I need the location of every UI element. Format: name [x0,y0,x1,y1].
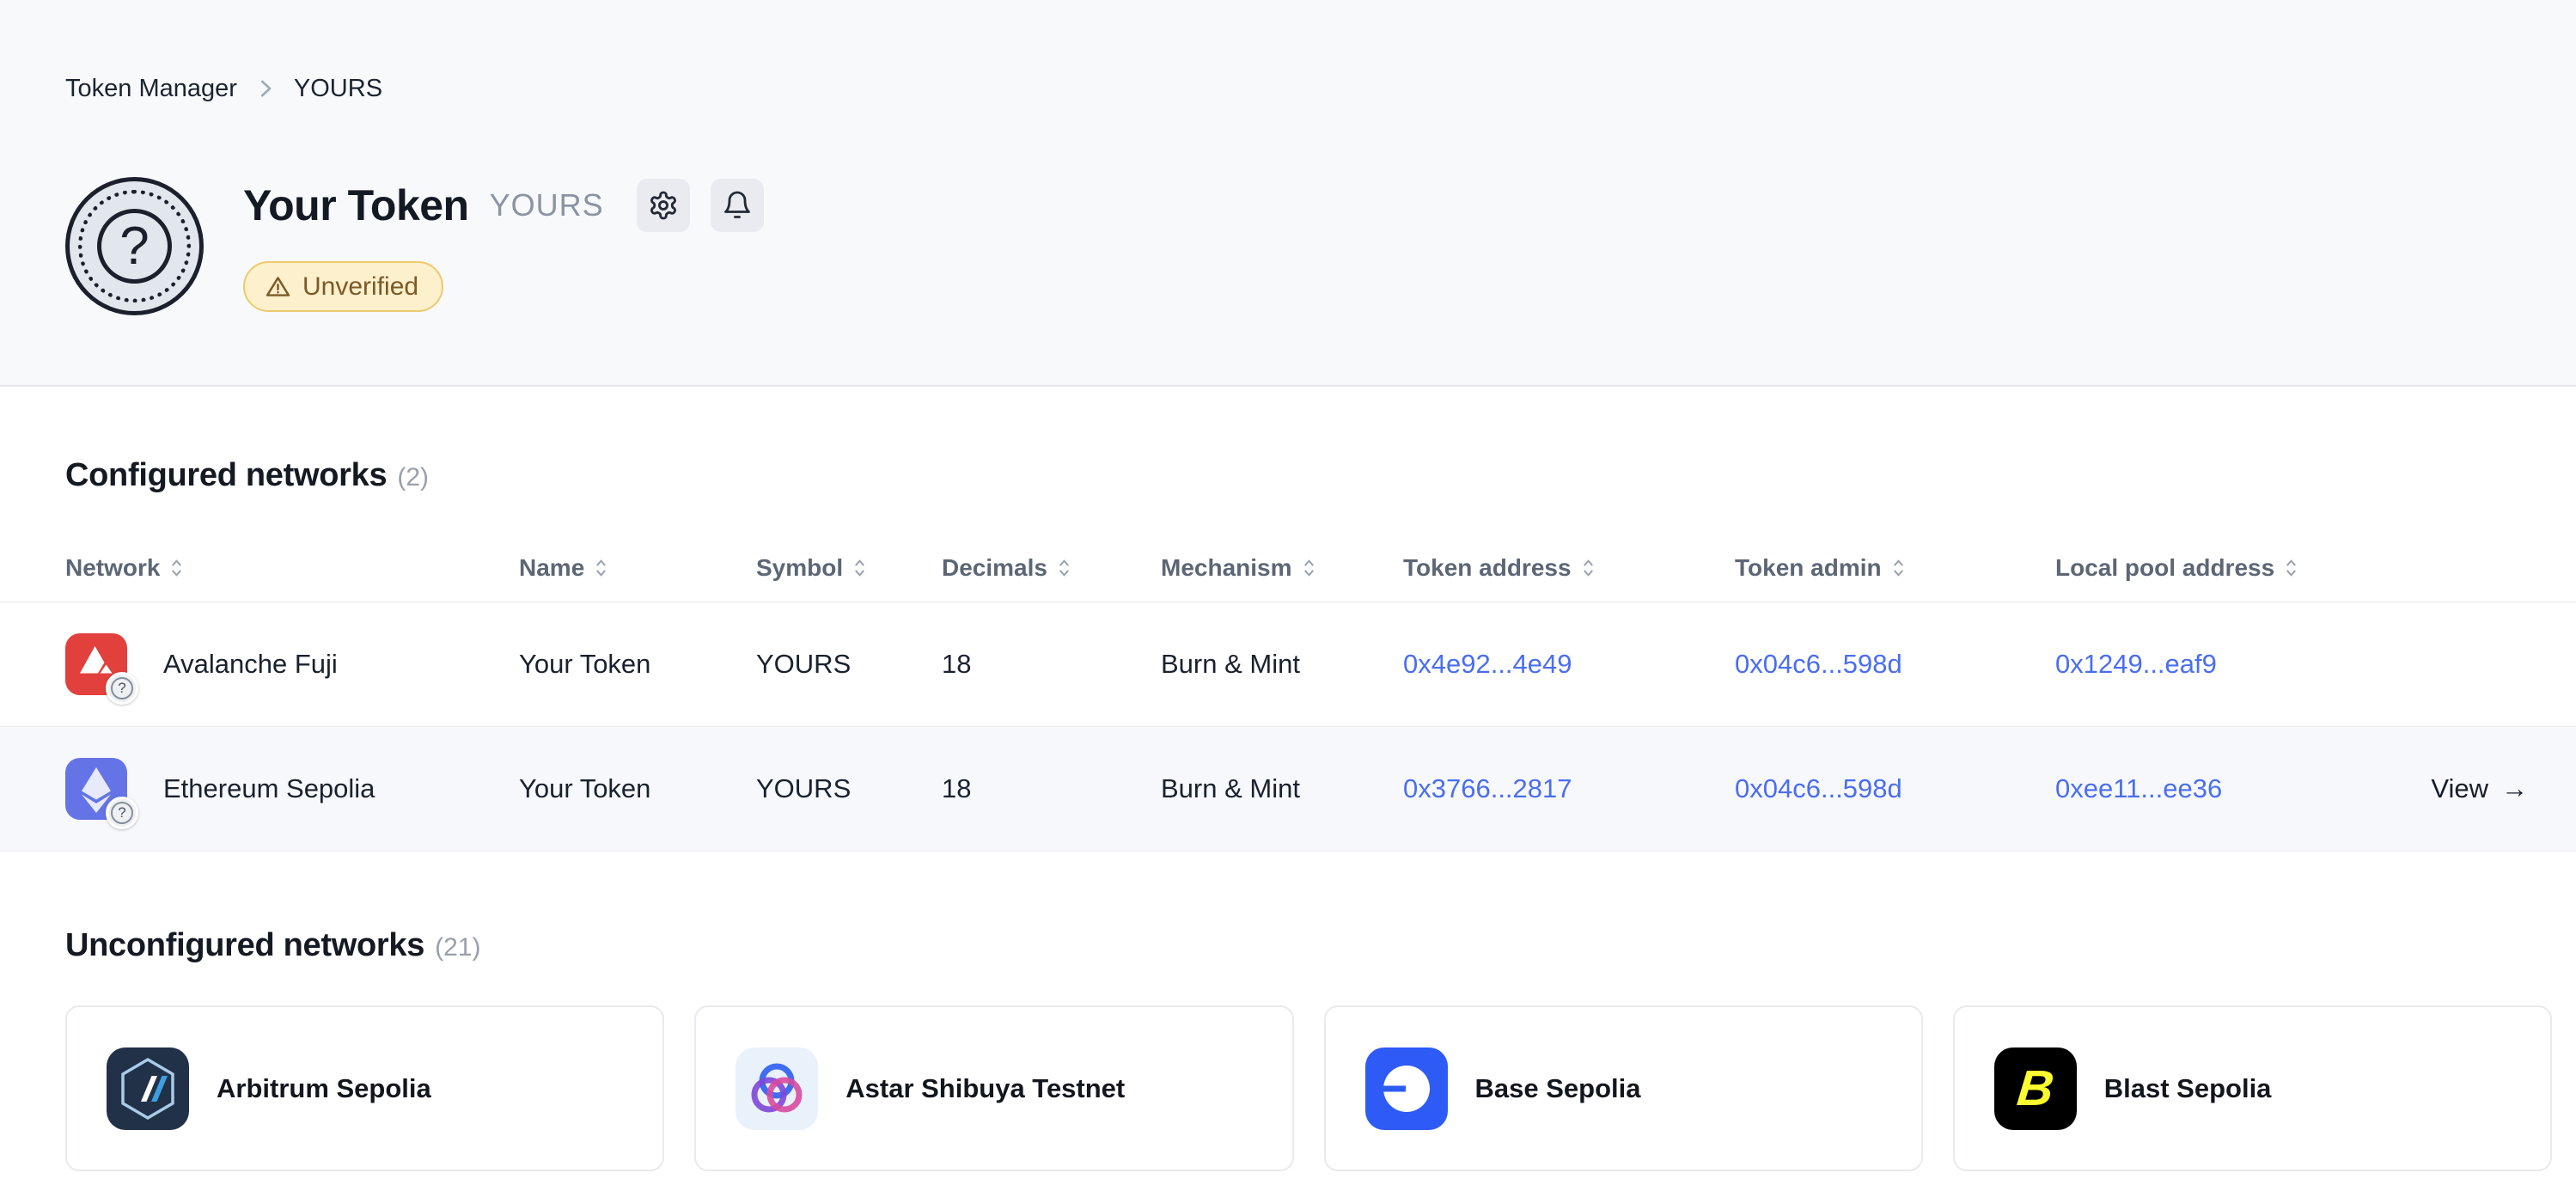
unconfigured-section-count: (21) [435,933,481,962]
token-address-link[interactable]: 0x4e92...4e49 [1403,649,1572,679]
astar-icon [736,1047,819,1130]
token-header-section: Token Manager YOURS ? Your Token YOURS [0,0,2576,387]
blast-icon: B [1993,1047,2077,1130]
coin-question-mark: ? [97,209,172,284]
column-header-token-admin[interactable]: Token admin [1735,554,2055,582]
configured-section-head: Configured networks (2) [65,457,2511,494]
column-header-name[interactable]: Name [519,554,756,582]
sort-icon [1893,559,1903,577]
sort-icon [596,559,607,577]
card-blast-sepolia[interactable]: B Blast Sepolia [1952,1005,2552,1171]
card-label: Arbitrum Sepolia [217,1072,431,1103]
cell-mechanism: Burn & Mint [1161,773,1300,803]
arrow-right-icon: → [2501,773,2528,803]
column-header-local-pool-address[interactable]: Local pool address [2055,554,2380,582]
token-identity: ? Your Token YOURS [65,177,2511,315]
bell-icon [723,191,750,218]
token-admin-link[interactable]: 0x04c6...598d [1735,773,1902,803]
local-pool-address-link[interactable]: 0x1249...eaf9 [2055,649,2217,679]
notifications-button[interactable] [710,179,764,232]
token-meta: Your Token YOURS [243,177,764,315]
breadcrumb-token-manager[interactable]: Token Manager [65,75,237,102]
network-cell: ? Ethereum Sepolia [65,758,519,829]
ethereum-icon [65,758,127,820]
card-label: Blast Sepolia [2103,1072,2272,1103]
ethereum-logo-glyph [82,767,111,813]
sort-icon [1583,559,1593,577]
avalanche-logo-glyph [80,646,113,674]
settings-button[interactable] [636,179,690,232]
sort-icon [855,559,865,577]
table-header-row: Network Name Symbol Decimals Mechanism [0,534,2576,602]
network-cell: ? Avalanche Fuji [65,633,519,705]
unknown-token-badge-icon: ? [106,797,138,829]
card-label: Astar Shibuya Testnet [845,1072,1126,1103]
cell-decimals: 18 [942,773,972,803]
warning-triangle-icon [266,277,290,296]
sort-icon [172,559,182,577]
unconfigured-section-head: Unconfigured networks (21) [65,927,2511,964]
unknown-token-badge-icon: ? [106,672,138,705]
column-header-symbol[interactable]: Symbol [756,554,942,582]
token-symbol: YOURS [489,187,604,223]
table-row-avalanche-fuji[interactable]: ? Avalanche Fuji Your Token YOURS 18 Bur… [0,602,2576,727]
token-admin-link[interactable]: 0x04c6...598d [1735,649,1902,679]
column-header-token-address[interactable]: Token address [1403,554,1735,582]
astar-logo-glyph [751,1063,803,1112]
configured-section-title: Configured networks [65,457,388,493]
view-link[interactable]: View → [2431,773,2528,803]
table-row-ethereum-sepolia[interactable]: ? Ethereum Sepolia Your Token YOURS 18 B… [0,727,2576,852]
configured-section-count: (2) [397,463,429,492]
base-icon [1364,1047,1448,1130]
sort-icon [1303,559,1314,577]
card-astar-shibuya-testnet[interactable]: Astar Shibuya Testnet [694,1005,1294,1171]
breadcrumb-current: YOURS [293,75,383,102]
token-title-line: Your Token YOURS [243,179,764,232]
blast-logo-glyph: B [2014,1060,2057,1116]
gear-icon [650,191,676,220]
sort-icon [1059,559,1069,577]
token-address-link[interactable]: 0x3766...2817 [1403,773,1572,803]
cell-name: Your Token [519,649,651,679]
local-pool-address-link[interactable]: 0xee11...ee36 [2055,773,2223,803]
cell-symbol: YOURS [756,773,852,803]
configured-networks-section: Configured networks (2) Network Name Sym… [0,387,2576,852]
arbitrum-logo-glyph [121,1057,174,1120]
network-name: Ethereum Sepolia [163,773,375,803]
breadcrumb: Token Manager YOURS [65,72,2511,105]
cell-decimals: 18 [942,649,972,679]
chevron-right-icon [260,80,272,97]
main-content: Configured networks (2) Network Name Sym… [0,387,2576,1171]
cell-name: Your Token [519,773,651,803]
network-icon-wrap: ? [65,758,138,829]
unconfigured-networks-section: Unconfigured networks (21) Arbitrum Sepo… [0,852,2576,1171]
card-label: Base Sepolia [1474,1072,1641,1103]
page-title: Your Token [243,181,469,229]
base-logo-glyph [1378,1065,1430,1112]
cell-symbol: YOURS [756,649,852,679]
unconfigured-section-title: Unconfigured networks [65,927,425,963]
arbitrum-icon [107,1047,189,1130]
status-badge: Unverified [243,261,444,312]
token-avatar-unknown-coin-icon: ? [65,177,204,315]
card-base-sepolia[interactable]: Base Sepolia [1323,1005,1923,1171]
card-arbitrum-sepolia[interactable]: Arbitrum Sepolia [65,1005,665,1171]
network-icon-wrap: ? [65,633,138,705]
unconfigured-cards-grid: Arbitrum Sepolia Astar Shibuya Testnet [65,1005,2552,1171]
sort-icon [2286,559,2297,577]
cell-mechanism: Burn & Mint [1161,649,1300,679]
coin-dots-ring [78,190,191,302]
network-name: Avalanche Fuji [163,649,338,679]
column-header-network[interactable]: Network [65,554,519,582]
column-header-mechanism[interactable]: Mechanism [1161,554,1403,582]
status-badge-label: Unverified [302,272,419,301]
column-header-decimals[interactable]: Decimals [942,554,1161,582]
